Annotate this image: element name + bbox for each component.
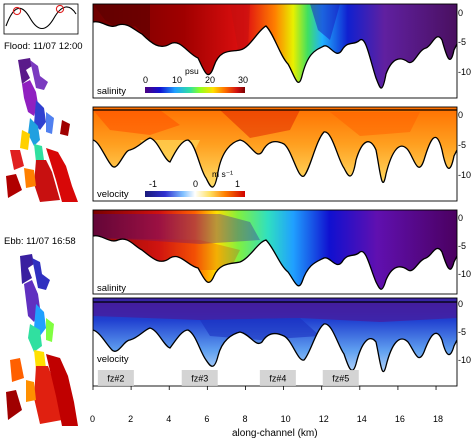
- x-tick-label: 16: [394, 414, 405, 424]
- velocity-tick-1: 1: [235, 179, 241, 189]
- tide-curve: [5, 6, 77, 30]
- depth-tick: -5: [458, 241, 467, 251]
- x-tick-label: 2: [128, 414, 134, 424]
- depth-tick: -10: [458, 269, 472, 279]
- panel-label-ebb-salinity: salinity: [97, 283, 127, 294]
- frontal-zone-label: fz#2: [107, 374, 124, 384]
- panel-label-flood-velocity: velocity: [97, 189, 129, 200]
- tide-curve-inset: [3, 3, 79, 35]
- x-tick-label: 14: [356, 414, 367, 424]
- depth-tick: 0: [458, 8, 464, 18]
- velocity-tick-neg1: -1: [149, 179, 158, 189]
- depth-tick: 0: [458, 110, 464, 120]
- ebb-map: [5, 250, 79, 440]
- frontal-zone-box: [322, 370, 359, 386]
- velocity-colorbar-unit: m s⁻¹: [212, 169, 234, 179]
- depth-tick: -5: [458, 37, 467, 47]
- panel-flood-salinity: [92, 3, 458, 99]
- salinity-tick-10: 10: [172, 75, 183, 85]
- flood-marker: [12, 6, 22, 16]
- ebb-marker: [55, 4, 65, 14]
- depth-tick: -5: [458, 327, 467, 337]
- frontal-zone-label: fz#5: [332, 374, 349, 384]
- flood-map: [5, 52, 79, 204]
- salinity-colorbar-unit: psu: [185, 66, 199, 76]
- velocity-tick-0: 0: [193, 179, 199, 189]
- x-axis: [92, 386, 437, 390]
- depth-tick: -10: [458, 67, 472, 77]
- x-tick-label: 12: [318, 414, 329, 424]
- salinity-colorbar: [145, 87, 245, 93]
- depth-tick: 0: [458, 299, 464, 309]
- frontal-zone-markers: fz#2 fz#3 fz#4 fz#5: [97, 370, 359, 386]
- depth-tick: -10: [458, 355, 472, 365]
- salinity-tick-30: 30: [238, 75, 249, 85]
- velocity-colorbar: [145, 191, 245, 197]
- frontal-zone-box: [97, 370, 134, 386]
- depth-tick: -5: [458, 140, 467, 150]
- x-tick-label: 4: [166, 414, 172, 424]
- panel-label-flood-salinity: salinity: [97, 86, 127, 97]
- ebb-label: Ebb: 11/07 16:58: [4, 236, 76, 247]
- x-tick-label: 0: [90, 414, 96, 424]
- panel-flood-velocity: [92, 106, 458, 202]
- x-tick-label: 6: [204, 414, 210, 424]
- frontal-zone-box: [181, 370, 218, 386]
- salinity-tick-0: 0: [143, 75, 149, 85]
- salinity-tick-20: 20: [205, 75, 216, 85]
- x-tick-label: 18: [433, 414, 444, 424]
- x-axis-label: along-channel (km): [232, 428, 318, 439]
- frontal-zone-box: [259, 370, 296, 386]
- frontal-zone-label: fz#4: [269, 374, 286, 384]
- panel-label-ebb-velocity: velocity: [97, 354, 129, 365]
- depth-tick: 0: [458, 213, 464, 223]
- x-tick-label: 8: [242, 414, 248, 424]
- frontal-zone-label: fz#3: [191, 374, 208, 384]
- panel-ebb-salinity: [92, 209, 458, 295]
- x-tick-label: 10: [280, 414, 291, 424]
- flood-label: Flood: 11/07 12:00: [4, 41, 83, 52]
- depth-tick: -10: [458, 170, 472, 180]
